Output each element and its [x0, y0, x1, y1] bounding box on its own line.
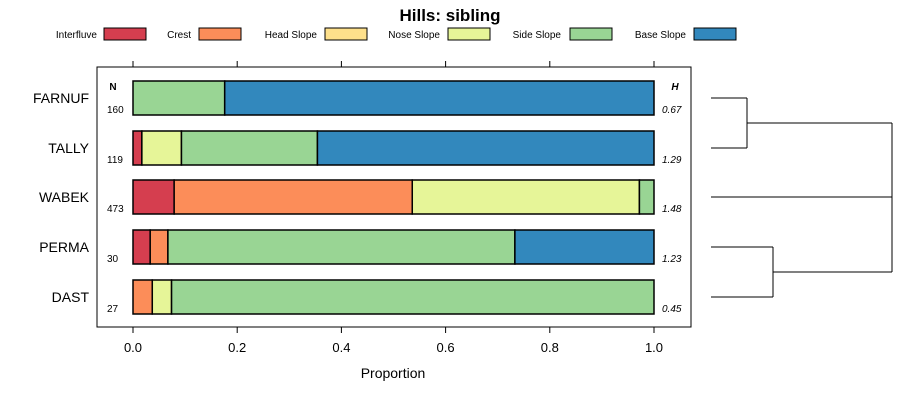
row-labels: FARNUF TALLY WABEK PERMA DAST	[33, 90, 90, 305]
bar-segment-farnuf-side-slope	[132, 80, 226, 116]
row-label-perma: PERMA	[39, 239, 89, 255]
legend: Interfluve Crest Head Slope Nose Slope Side …	[56, 27, 737, 41]
x-tick-label: 1.0	[645, 340, 663, 355]
h-value-tally: 1.29	[662, 155, 682, 166]
row-label-tally: TALLY	[48, 140, 89, 156]
bar-segment-wabek-crest	[173, 179, 414, 215]
legend-label-interfluve: Interfluve	[56, 30, 98, 41]
bar-segment-dast-side-slope	[170, 279, 655, 315]
h-column-header: H	[671, 82, 679, 93]
legend-swatch-crest	[198, 27, 242, 41]
legend-swatch-nose-slope	[447, 27, 491, 41]
row-label-farnuf: FARNUF	[33, 90, 89, 106]
n-column-header: N	[109, 82, 116, 93]
legend-label-crest: Crest	[167, 30, 191, 41]
n-value-tally: 119	[107, 155, 123, 166]
x-tick-label: 0.2	[228, 340, 246, 355]
x-tick-label: 0.6	[437, 340, 455, 355]
dendrogram	[711, 97, 893, 298]
bar-segment-tally-base-slope	[316, 130, 655, 166]
chart-title: Hills: sibling	[399, 6, 500, 25]
bar-segment-dast-nose-slope	[151, 279, 173, 315]
legend-swatch-side-slope	[569, 27, 613, 41]
bar-segment-perma-interfluve	[132, 229, 151, 265]
n-value-farnuf: 160	[107, 105, 124, 116]
legend-swatch-base-slope	[693, 27, 737, 41]
bar-segment-farnuf-base-slope	[223, 80, 655, 116]
h-value-wabek: 1.48	[662, 204, 682, 215]
bar-segment-perma-side-slope	[167, 229, 516, 265]
bar-segment-wabek-nose-slope	[411, 179, 641, 215]
legend-label-base-slope: Base Slope	[635, 30, 687, 41]
row-label-wabek: WABEK	[39, 189, 90, 205]
bar-segment-wabek-interfluve	[132, 179, 175, 215]
bar-segment-tally-side-slope	[180, 130, 319, 166]
n-value-dast: 27	[107, 304, 119, 315]
x-axis-label: Proportion	[361, 365, 426, 381]
n-value-wabek: 473	[107, 204, 124, 215]
h-value-dast: 0.45	[662, 304, 682, 315]
bar-segment-perma-crest	[149, 229, 169, 265]
plot-frame	[96, 66, 692, 328]
legend-label-head-slope: Head Slope	[265, 30, 318, 41]
h-value-perma: 1.23	[662, 254, 682, 265]
legend-swatch-head-slope	[324, 27, 368, 41]
bar-segment-dast-crest	[132, 279, 154, 315]
legend-label-nose-slope: Nose Slope	[388, 30, 440, 41]
x-tick-label: 0.0	[124, 340, 142, 355]
x-tick-label: 0.4	[332, 340, 350, 355]
bar-segment-wabek-side-slope	[638, 179, 655, 215]
bar-segment-tally-nose-slope	[141, 130, 183, 166]
bar-segment-tally-interfluve	[132, 130, 143, 166]
row-annotations: 160 0.67 119 1.29 473 1.48 30 1.23 27 0.45	[107, 105, 682, 315]
x-tick-label: 0.8	[541, 340, 559, 355]
h-value-farnuf: 0.67	[662, 105, 682, 116]
bars	[132, 80, 655, 315]
bar-segment-perma-base-slope	[514, 229, 655, 265]
legend-swatch-interfluve	[103, 27, 147, 41]
legend-label-side-slope: Side Slope	[513, 30, 562, 41]
row-label-dast: DAST	[52, 289, 90, 305]
x-axis: 0.0 0.2 0.4 0.6 0.8 1.0	[124, 61, 663, 355]
n-value-perma: 30	[107, 254, 119, 265]
